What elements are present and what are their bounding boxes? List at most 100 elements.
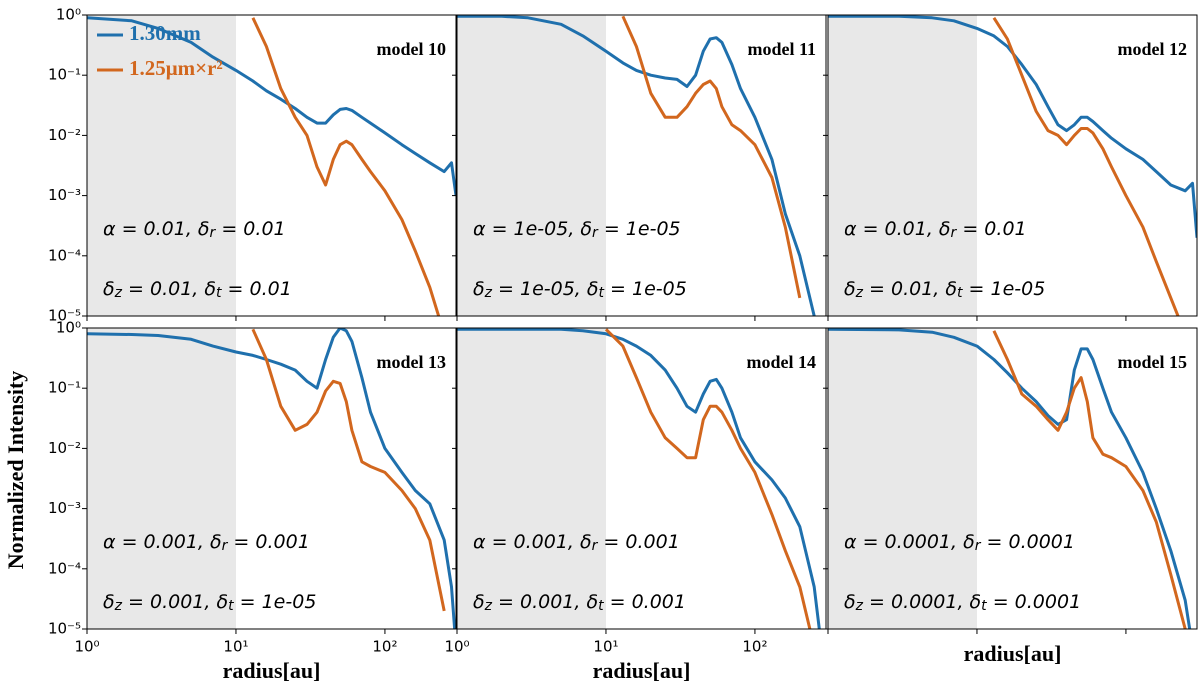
annotation: δz = 0.01, δt = 0.01 [103, 278, 292, 302]
annotation-part: r [951, 225, 958, 241]
annotation-part: α = 0.01, δ [103, 218, 210, 240]
panel: 10⁰ 10⁻¹ 10⁻² 10⁻³ 10⁻⁴ 10⁻⁵ model 10 1.30mm 1.2… [48, 6, 457, 325]
line [87, 328, 456, 629]
line [621, 15, 802, 299]
plot-frame [827, 327, 1198, 630]
panel: model 15 α = 0.0001, δr = 0.0001 δz = 0.00… [823, 327, 1198, 666]
annotation-part: = 0.0001, δ [863, 591, 981, 613]
annotation-part: = 0.01 [215, 218, 285, 240]
plot-frame [86, 327, 457, 630]
line [828, 15, 1197, 238]
annotation-part: z [484, 598, 493, 614]
annotation-part: t [599, 285, 605, 301]
annotation-part: = 0.001 [597, 531, 679, 553]
annotation-part: r [592, 225, 599, 241]
annotation-part: = 0.001 [604, 591, 686, 613]
legend-label: 1.30mm [129, 21, 201, 45]
line [251, 328, 446, 612]
shaded-region [457, 328, 606, 629]
y-tick-label: 10⁰ [56, 6, 81, 24]
annotation-part: = 0.001 [227, 531, 309, 553]
annotation-part: δ [103, 278, 115, 300]
y-tick-label: 10⁻⁵ [48, 620, 81, 638]
shaded-region [87, 15, 236, 316]
annotation-part: t [228, 598, 234, 614]
annotation-part: = 0.001, δ [122, 591, 228, 613]
annotation-part: r [592, 538, 599, 554]
annotation-part: = 1e-05 [963, 278, 1046, 300]
annotation-part: = 0.01 [956, 218, 1026, 240]
annotation-part: δ [844, 591, 856, 613]
annotation: δz = 1e-05, δt = 1e-05 [473, 278, 687, 302]
annotation-part: r [210, 225, 217, 241]
annotation-part: z [484, 285, 493, 301]
panel-title: model 15 [1118, 352, 1188, 372]
plot-frame [456, 327, 827, 630]
y-tick-label: 10⁰ [56, 319, 81, 337]
annotation-part: δ [103, 591, 115, 613]
annotation-part: α = 0.0001, δ [844, 531, 975, 553]
y-tick-label: 10⁻² [48, 126, 81, 144]
x-axis-label: radius[au] [593, 658, 691, 683]
x-tick-label: 10¹ [223, 638, 248, 656]
annotation-part: t [598, 598, 604, 614]
y-tick-label: 10⁻⁵ [48, 307, 81, 325]
panel-title: model 12 [1118, 39, 1188, 59]
annotation-part: α = 0.001, δ [103, 531, 222, 553]
annotation-part: δ [844, 278, 856, 300]
annotation: α = 0.001, δr = 0.001 [103, 531, 310, 555]
annotation-part: = 0.001, δ [492, 591, 598, 613]
x-tick-label: 10⁰ [74, 638, 99, 656]
annotation: α = 0.001, δr = 0.001 [473, 531, 680, 555]
plot-frame [86, 14, 457, 317]
annotation-part: = 0.0001 [987, 591, 1081, 613]
line [828, 328, 1192, 629]
shaded-region [87, 328, 236, 629]
y-tick-label: 10⁻² [48, 439, 81, 457]
annotation-part: t [957, 285, 963, 301]
annotation-part: z [855, 285, 864, 301]
annotation-part: = 1e-05 [604, 278, 687, 300]
x-axis-label: radius[au] [223, 658, 321, 683]
x-tick-label: 10¹ [593, 638, 618, 656]
annotation: δz = 0.001, δt = 0.001 [473, 591, 686, 615]
annotation: α = 1e-05, δr = 1e-05 [473, 218, 681, 242]
annotation: α = 0.01, δr = 0.01 [844, 218, 1027, 242]
shaded-region [828, 328, 977, 629]
annotation-part: z [114, 598, 123, 614]
annotation-part: = 1e-05 [234, 591, 317, 613]
plot-frame [456, 14, 827, 317]
annotation-part: r [975, 538, 982, 554]
x-tick-label: 10² [372, 638, 397, 656]
annotation: δz = 0.001, δt = 1e-05 [103, 591, 316, 615]
annotation: α = 0.01, δr = 0.01 [103, 218, 286, 242]
panel-title: model 13 [377, 352, 447, 372]
annotation-part: = 0.01, δ [122, 278, 216, 300]
annotation-part: = 1e-05, δ [492, 278, 599, 300]
annotation-part: δ [473, 278, 485, 300]
annotation-part: r [222, 538, 229, 554]
x-tick-label: 10⁰ [444, 638, 469, 656]
y-tick-label: 10⁻³ [48, 186, 81, 204]
line [457, 328, 821, 629]
y-axis-label: Normalized Intensity [3, 371, 28, 570]
shaded-region [828, 15, 977, 316]
x-tick-label: 10² [742, 638, 767, 656]
annotation-part: = 1e-05 [598, 218, 681, 240]
annotation-part: α = 0.001, δ [473, 531, 592, 553]
y-tick-label: 10⁻¹ [48, 379, 81, 397]
annotation-part: α = 0.01, δ [844, 218, 951, 240]
panel-title: model 11 [747, 39, 816, 59]
annotation-part: z [855, 598, 864, 614]
line [251, 17, 441, 316]
annotation-part: α = 1e-05, δ [473, 218, 592, 240]
annotation: α = 0.0001, δr = 0.0001 [844, 531, 1075, 555]
line [87, 16, 456, 196]
y-tick-label: 10⁻⁴ [48, 559, 81, 577]
y-tick-label: 10⁻¹ [48, 66, 81, 84]
annotation-part: = 0.01, δ [863, 278, 957, 300]
annotation-part: = 0.0001 [980, 531, 1074, 553]
